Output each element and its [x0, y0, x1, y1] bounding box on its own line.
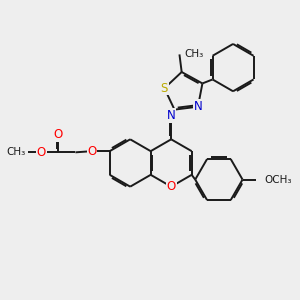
Text: O: O — [37, 146, 46, 159]
Text: CH₃: CH₃ — [6, 147, 26, 157]
Text: CH₃: CH₃ — [185, 50, 204, 59]
Text: O: O — [87, 145, 97, 158]
Text: S: S — [161, 82, 168, 95]
Text: O: O — [167, 180, 176, 193]
Text: N: N — [194, 100, 202, 113]
Text: O: O — [54, 128, 63, 141]
Text: N: N — [167, 109, 176, 122]
Text: OCH₃: OCH₃ — [265, 175, 292, 184]
